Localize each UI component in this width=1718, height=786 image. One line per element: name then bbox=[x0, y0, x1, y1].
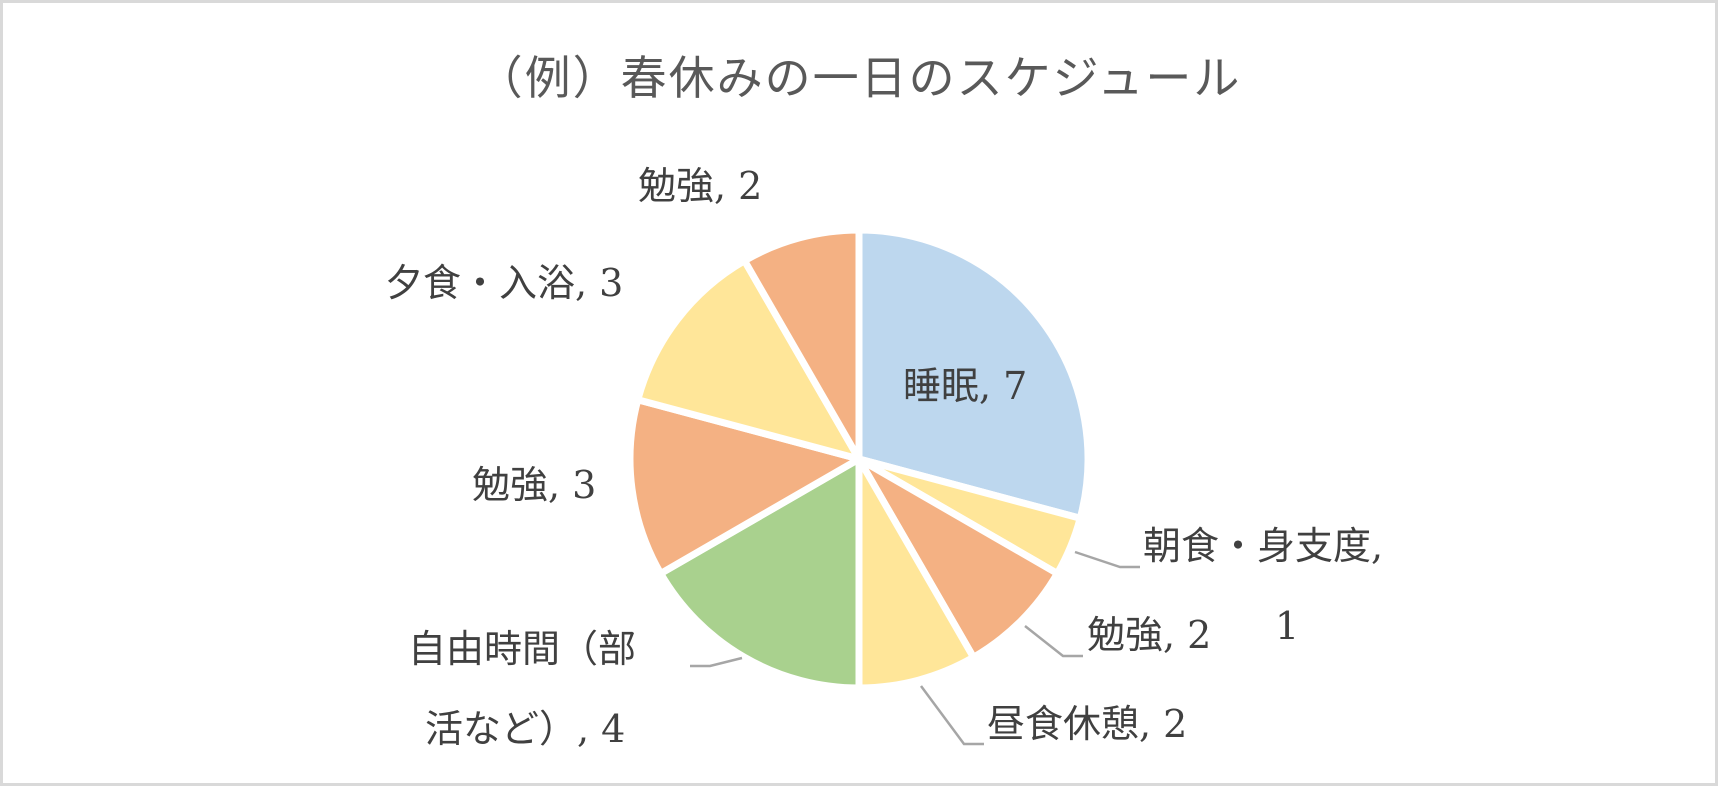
label-breakfast-line1: 朝食・身支度, bbox=[1143, 524, 1384, 568]
label-dinner: 夕食・入浴, 3 bbox=[385, 261, 624, 305]
label-study-after-breakfast: 勉強, 2 bbox=[1087, 613, 1212, 657]
chart-title: （例）春休みの一日のスケジュール bbox=[476, 51, 1242, 105]
label-free-time-line1: 自由時間（部 bbox=[408, 627, 637, 671]
label-study-afternoon: 勉強, 3 bbox=[472, 463, 597, 507]
pie-slice-5 bbox=[626, 396, 863, 577]
pie-slice-6 bbox=[634, 257, 863, 463]
pie-slice-4 bbox=[657, 455, 863, 692]
pie-slice-3 bbox=[855, 455, 977, 692]
label-study-evening: 勉強, 2 bbox=[638, 164, 763, 208]
label-free-time-line2: 活など）, 4 bbox=[425, 707, 626, 751]
pie-slice-7 bbox=[741, 226, 863, 463]
pie-slice-2 bbox=[855, 455, 1061, 661]
pie-slice-0 bbox=[855, 226, 1092, 522]
label-lunch: 昼食休憩, 2 bbox=[987, 702, 1188, 746]
leader-line-study1 bbox=[1024, 625, 1083, 658]
leader-lines bbox=[690, 550, 1140, 746]
pie-slices bbox=[626, 226, 1092, 692]
label-breakfast-line2: 1 bbox=[1275, 604, 1300, 648]
label-sleep: 睡眠, 7 bbox=[903, 364, 1028, 408]
leader-line-breakfast bbox=[1074, 550, 1140, 569]
leader-line-free bbox=[690, 656, 743, 668]
leader-line-lunch bbox=[919, 685, 984, 746]
